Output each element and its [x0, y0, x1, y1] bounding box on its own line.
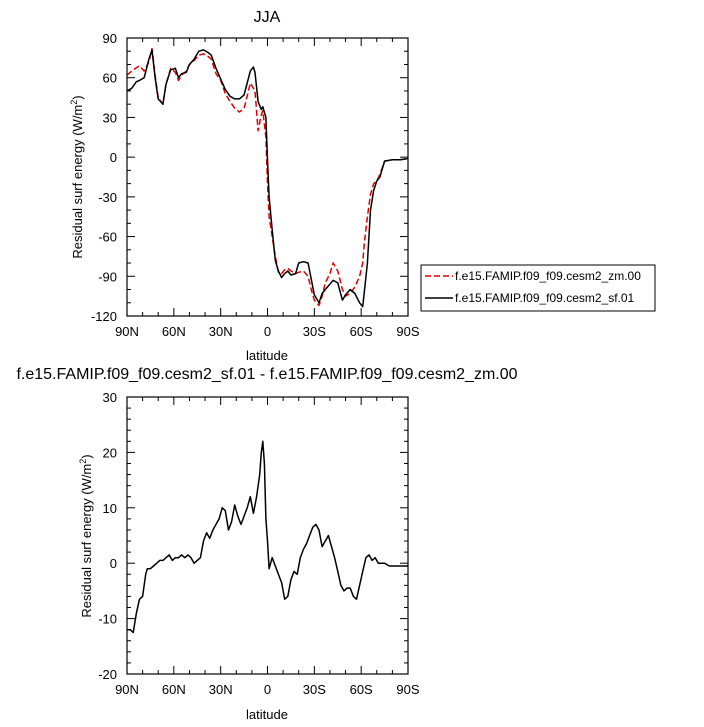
bottom-panel: f.e15.FAMIP.f09_f09.cesm2_sf.01 - f.e15.… [16, 366, 517, 722]
top-y-axis-label-tail: ) [70, 95, 85, 99]
legend: f.e15.FAMIP.f09_f09.cesm2_zm.00 f.e15.FA… [420, 264, 656, 312]
top-y-axis-label-main: Residual surf energy (W/m [70, 105, 85, 259]
top-y-tick-label: -90 [98, 269, 117, 284]
top-x-tick-label: 60N [162, 324, 186, 339]
top-panel: JJA 90N 60N 30N 0 30S 60S 90S -120 -90 -60 -30 0 30 6… [69, 9, 656, 363]
legend-label-zm00: f.e15.FAMIP.f09_f09.cesm2_zm.00 [455, 269, 641, 283]
top-y-tick-label: -60 [98, 230, 117, 245]
bottom-y-axis-label-main: Residual surf energy (W/m [79, 464, 94, 618]
top-y-tick-label: 60 [103, 71, 117, 86]
bottom-x-tick-label: 90S [396, 682, 419, 697]
bottom-x-tick-label: 60S [350, 682, 373, 697]
top-y-axis-label-superscript: 2 [69, 100, 79, 105]
bottom-x-tick-label: 0 [264, 682, 271, 697]
top-y-axis-label: Residual surf energy (W/m2) [69, 95, 85, 258]
top-y-tick-label: -30 [98, 190, 117, 205]
bottom-x-tick-label: 60N [162, 682, 186, 697]
top-series-line-1 [126, 49, 409, 308]
top-x-tick-label: 0 [264, 324, 271, 339]
legend-label-sf01: f.e15.FAMIP.f09_f09.cesm2_sf.01 [455, 291, 635, 305]
top-x-tick-label: 90N [115, 324, 139, 339]
bottom-x-tick-label: 90N [115, 682, 139, 697]
bottom-y-tick-label: 10 [103, 501, 117, 516]
legend-box [420, 264, 656, 312]
bottom-y-tick-label: 20 [103, 445, 117, 460]
top-y-tick-label: 90 [103, 31, 117, 46]
bottom-chart-title: f.e15.FAMIP.f09_f09.cesm2_sf.01 - f.e15.… [16, 366, 517, 383]
top-x-axis-label: latitude [246, 348, 288, 363]
bottom-y-tick-label: 30 [103, 390, 117, 405]
bottom-plot-area: 90N 60N 30N 0 30S 60S 90S -20 -10 0 10 20 30 [98, 390, 420, 697]
top-plot-area: 90N 60N 30N 0 30S 60S 90S -120 -90 -60 -30 0 30 60 90 [91, 31, 420, 339]
bottom-x-tick-label: 30N [209, 682, 233, 697]
top-x-tick-label: 30S [303, 324, 326, 339]
top-x-tick-label: 30N [209, 324, 233, 339]
bottom-y-tick-label: -20 [98, 667, 117, 682]
bottom-y-tick-label: 0 [110, 556, 117, 571]
top-y-tick-label: -120 [91, 309, 117, 324]
top-x-tick-label: 90S [396, 324, 419, 339]
bottom-y-axis-label-tail: ) [79, 454, 94, 458]
bottom-x-axis-label: latitude [246, 707, 288, 722]
top-y-tick-label: 0 [110, 150, 117, 165]
bottom-y-axis-label-superscript: 2 [78, 459, 88, 464]
bottom-x-tick-label: 30S [303, 682, 326, 697]
bottom-y-axis-label: Residual surf energy (W/m2) [78, 454, 94, 617]
bottom-series-line-0 [127, 440, 408, 634]
top-x-tick-label: 60S [350, 324, 373, 339]
top-series-line-0 [126, 47, 409, 307]
bottom-y-tick-label: -10 [98, 612, 117, 627]
top-chart-title: JJA [254, 9, 281, 26]
top-y-tick-label: 30 [103, 110, 117, 125]
